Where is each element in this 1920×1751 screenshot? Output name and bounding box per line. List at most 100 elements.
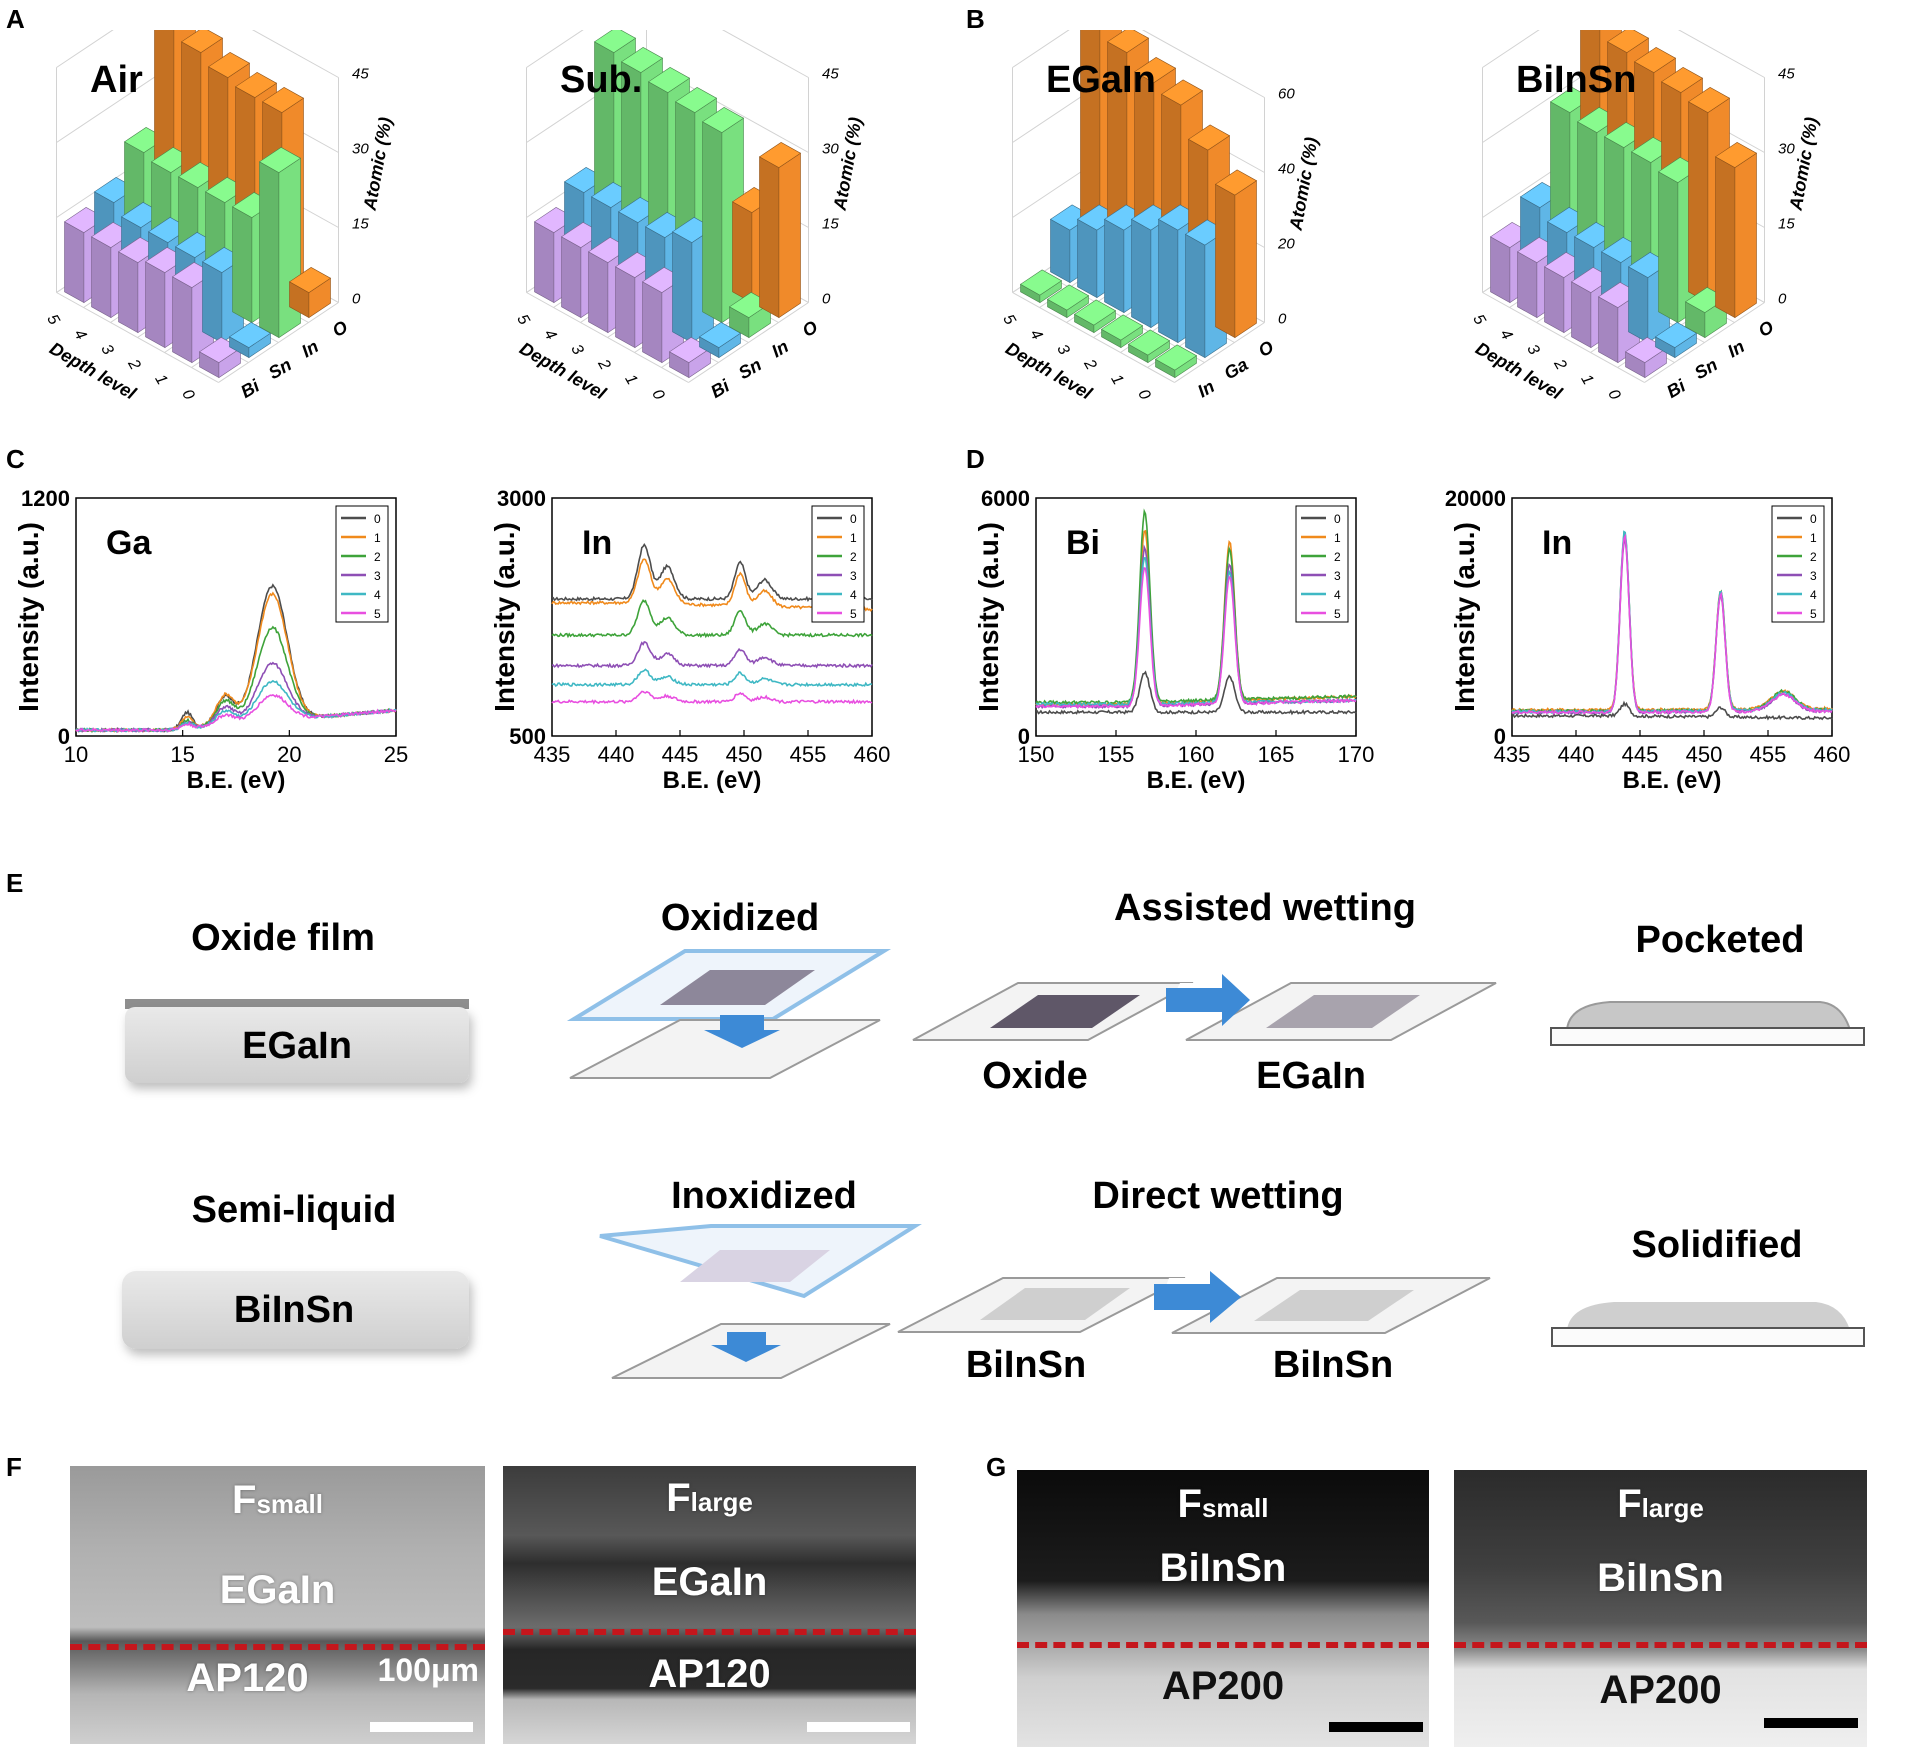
bar-side-face — [1598, 296, 1619, 364]
assisted-wetting-title: Assisted wetting — [1114, 887, 1416, 929]
element-label-O: O — [799, 317, 821, 341]
depth-tick-label: 0 — [178, 387, 197, 403]
bar-side-face — [91, 236, 112, 319]
legend-label: 1 — [850, 531, 857, 545]
floor-grid-line — [1012, 292, 1175, 383]
bar-top-face — [1133, 57, 1177, 83]
inoxidized-title: Inoxidized — [671, 1175, 857, 1217]
micrograph-f-small-metal: EGaIn — [219, 1568, 336, 1612]
series-line-0 — [1035, 670, 1357, 716]
depth-tick-label: 1 — [1577, 372, 1596, 388]
bar-In-depth-5 — [1019, 269, 1063, 304]
wall-grid-line — [1677, 30, 1765, 78]
legend-box — [1771, 505, 1825, 623]
depth-axis-label: Depth level — [1002, 338, 1096, 404]
bar-side-face — [615, 266, 636, 349]
element-label-Sn: Sn — [735, 354, 765, 383]
x-axis: 150 155 160 165 170 B.E. (eV) — [1018, 730, 1374, 794]
y-tick-label: 1200 — [21, 486, 70, 511]
chart-title: BiInSn — [1516, 59, 1636, 101]
chart-title: EGaIn — [1046, 59, 1156, 101]
depth-tick-label: 3 — [567, 342, 586, 358]
depth-tick-label: 2 — [1550, 356, 1570, 373]
bar-front-face — [778, 152, 801, 319]
bar-side-face — [702, 121, 723, 324]
micrograph-f-large-substrate: AP120 — [648, 1652, 771, 1696]
y-axis: 0 1200 Intensity (a.u.) — [13, 486, 70, 749]
z-tick-label: 15 — [1778, 216, 1795, 233]
x-tick-label: 155 — [1098, 742, 1135, 767]
bar-side-face — [232, 206, 253, 324]
direct-right-arrow — [1154, 1271, 1241, 1323]
chart-title: Ga — [106, 524, 152, 562]
bar-side-face — [732, 201, 753, 304]
depth-tick-label: 1 — [621, 372, 640, 388]
z-axis: 0 15 30 45 Atomic (%) — [822, 66, 866, 308]
depth-tick-label: 0 — [1134, 387, 1153, 403]
series-line-4 — [551, 668, 873, 688]
depth-tick-label: 5 — [999, 312, 1018, 328]
legend-label: 5 — [1334, 607, 1341, 621]
interface-line — [70, 1644, 485, 1650]
direct-right-patch — [1254, 1290, 1414, 1321]
legend: 0 1 2 3 4 5 — [1295, 505, 1349, 623]
oxidized-down-arrow — [704, 1015, 780, 1048]
element-label-Sn: Sn — [265, 354, 295, 383]
interface-line — [1454, 1642, 1867, 1648]
bar-side-face — [1131, 218, 1152, 329]
y-axis: 0 6000 Intensity (a.u.) — [973, 486, 1030, 749]
z-tick-label: 60 — [1278, 86, 1295, 103]
z-tick-label: 30 — [822, 141, 839, 158]
micrograph-f-large-title: Flarge — [503, 1476, 916, 1521]
legend-label: 5 — [1810, 607, 1817, 621]
y-tick-label: 3000 — [497, 486, 546, 511]
x-tick-label: 20 — [277, 742, 301, 767]
legend: 0 1 2 3 4 5 — [1771, 505, 1825, 623]
micrograph-g-large-f: F — [1617, 1482, 1642, 1526]
series-line-3 — [75, 661, 397, 734]
x-axis-label: B.E. (eV) — [1623, 767, 1722, 794]
chart-title: Sub. — [560, 59, 642, 101]
solidified-substrate — [1551, 1327, 1865, 1347]
y-tick-label: 500 — [509, 724, 546, 749]
x-axis-label: B.E. (eV) — [1147, 767, 1246, 794]
z-axis: 0 15 30 45 Atomic (%) — [352, 66, 396, 308]
series-line-5 — [551, 690, 873, 705]
element-label-O: O — [1755, 317, 1777, 341]
legend-label: 3 — [1810, 569, 1817, 583]
bar-In-depth-1 — [1127, 329, 1171, 364]
direct-left-patch — [980, 1288, 1130, 1320]
micrograph-g-small-title: Fsmall — [1017, 1482, 1429, 1527]
interface-line — [1017, 1642, 1429, 1648]
bar-In-depth-0 — [258, 147, 302, 339]
wall-grid-line — [56, 30, 114, 68]
y-axis: 500 3000 Intensity (a.u.) — [489, 486, 546, 749]
biinsn-box-label: BiInSn — [234, 1289, 354, 1331]
y-tick-label: 6000 — [981, 486, 1030, 511]
bar-top-face — [1654, 322, 1698, 348]
bar-side-face — [259, 161, 280, 339]
y-axis-label: Intensity (a.u.) — [1449, 522, 1480, 712]
depth-tick-label: 0 — [1604, 387, 1623, 403]
bar-side-face — [1715, 156, 1736, 319]
depth-tick-label: 2 — [124, 356, 144, 373]
bar-top-face — [207, 52, 251, 78]
bar-side-face — [118, 251, 139, 334]
x-axis-label: B.E. (eV) — [187, 767, 286, 794]
series-line-2 — [551, 599, 873, 639]
legend-label: 2 — [1334, 550, 1341, 564]
micrograph-f-small-f: F — [232, 1478, 257, 1522]
oxide-film-layer — [125, 999, 469, 1009]
series-line-3 — [551, 640, 873, 669]
bar-top-face — [698, 322, 742, 348]
x-tick-label: 445 — [1622, 742, 1659, 767]
micrograph-g-small-sub: small — [1201, 1493, 1269, 1523]
z-tick-label: 15 — [822, 216, 839, 233]
bar-side-face — [1571, 281, 1592, 349]
bar-top-face — [593, 30, 637, 53]
chart-title: In — [582, 524, 612, 562]
bar-In-depth-2 — [1100, 314, 1144, 349]
